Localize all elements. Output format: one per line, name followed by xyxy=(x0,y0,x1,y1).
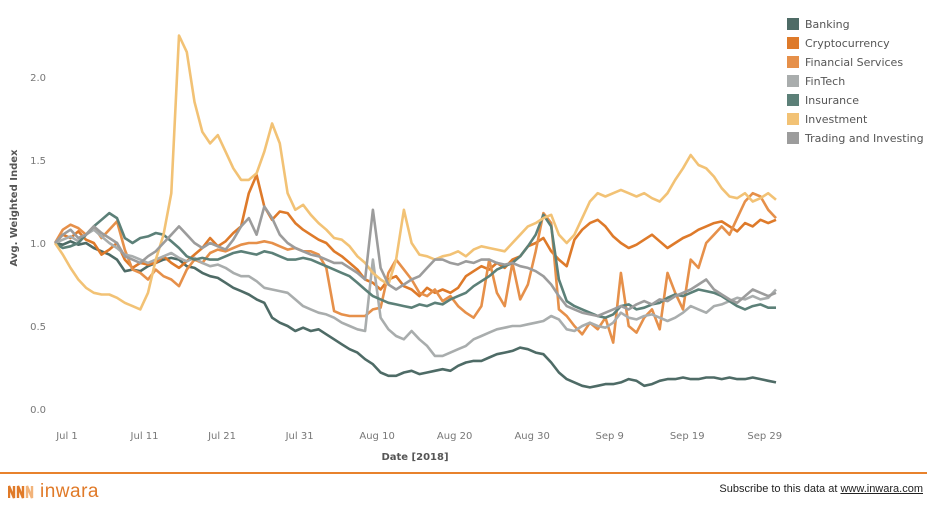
x-axis-title: Date [2018] xyxy=(381,452,448,463)
legend-label: Banking xyxy=(805,18,850,31)
x-tick-label: Aug 20 xyxy=(437,431,472,442)
x-tick-label: Sep 29 xyxy=(747,431,782,442)
y-tick-label: 1.5 xyxy=(30,156,46,167)
y-tick-label: 2.0 xyxy=(30,73,46,84)
legend-swatch xyxy=(787,132,799,144)
subscribe-text: Subscribe to this data at xyxy=(719,483,841,495)
legend-label: Investment xyxy=(805,113,868,126)
subscribe-note: Subscribe to this data at www.inwara.com xyxy=(719,483,923,495)
y-axis: 0.0 0.5 1.0 1.5 2.0 xyxy=(30,73,46,416)
x-tick-label: Jul 1 xyxy=(55,431,78,442)
series-line-financial-services xyxy=(53,191,777,344)
inwara-logo-icon xyxy=(8,485,34,499)
y-tick-label: 1.0 xyxy=(30,239,46,250)
brand-name: inwara xyxy=(40,481,99,502)
legend-swatch xyxy=(787,37,799,49)
x-tick-label: Jul 21 xyxy=(207,431,236,442)
legend-label: Cryptocurrency xyxy=(805,37,890,50)
x-axis: Jul 1 Jul 11 Jul 21 Jul 31 Aug 10 Aug 20 Aug 3… xyxy=(55,431,782,442)
legend-swatch xyxy=(787,18,799,30)
legend-swatch xyxy=(787,75,799,87)
series-line-insurance xyxy=(54,211,776,319)
y-tick-label: 0.5 xyxy=(30,322,46,333)
brand-logo: inwara xyxy=(8,481,99,503)
legend-label: Trading and Investing xyxy=(804,132,924,145)
legend-swatch xyxy=(787,113,799,125)
legend-label: Insurance xyxy=(805,94,859,107)
series-line-trading-and-investing xyxy=(54,205,777,318)
y-axis-title: Avg. Weighted Index xyxy=(9,149,20,266)
series-line-cryptocurrency xyxy=(54,173,777,298)
x-tick-label: Jul 11 xyxy=(130,431,159,442)
legend-swatch xyxy=(787,56,799,68)
x-tick-label: Sep 19 xyxy=(670,431,705,442)
line-chart: 0.0 0.5 1.0 1.5 2.0 Jul 1 Jul 11 Jul 21 Jul 31 A… xyxy=(9,18,924,463)
series-line-fintech xyxy=(54,228,777,358)
series-layer xyxy=(53,34,777,389)
x-tick-label: Sep 9 xyxy=(595,431,623,442)
legend-label: Financial Services xyxy=(805,56,903,69)
y-tick-label: 0.0 xyxy=(30,405,46,416)
legend-swatch xyxy=(787,94,799,106)
x-tick-label: Aug 10 xyxy=(359,431,394,442)
legend-label: FinTech xyxy=(805,75,845,88)
legend: Banking Cryptocurrency Financial Services F… xyxy=(787,18,924,145)
subscribe-link[interactable]: www.inwara.com xyxy=(840,483,923,495)
series-line-investment xyxy=(53,34,777,311)
x-tick-label: Aug 30 xyxy=(514,431,549,442)
series-line-banking xyxy=(54,240,777,389)
footer-divider xyxy=(0,472,927,474)
x-tick-label: Jul 31 xyxy=(285,431,314,442)
